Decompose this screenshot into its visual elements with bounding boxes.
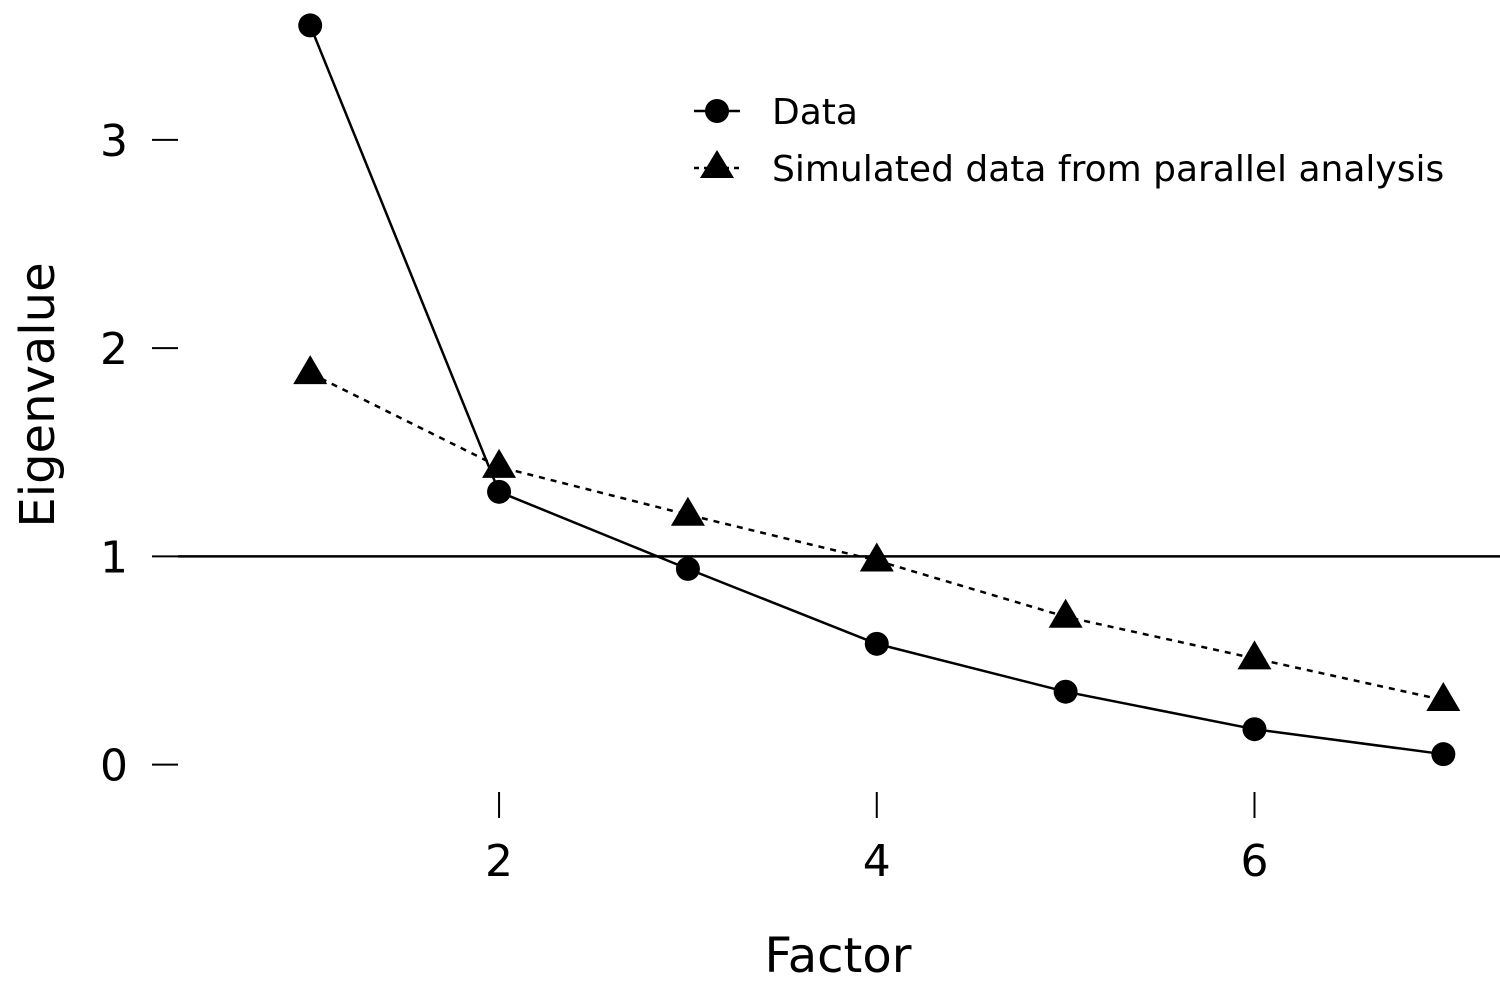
x-tick-label-6: 6 xyxy=(1240,836,1268,887)
y-axis-label: Eigenvalue xyxy=(10,262,66,527)
legend-item-simulated: Simulated data from parallel analysis xyxy=(694,149,1444,190)
point-simulated-7 xyxy=(1426,682,1461,712)
y-tick-label-0: 0 xyxy=(100,741,128,792)
point-data-5 xyxy=(1053,679,1078,704)
x-axis-label: Factor xyxy=(765,928,912,984)
legend-label-data: Data xyxy=(772,92,858,133)
point-simulated-1 xyxy=(293,355,328,385)
y-tick-label-1: 1 xyxy=(100,532,128,583)
point-data-1 xyxy=(298,13,323,38)
point-data-3 xyxy=(675,556,700,581)
legend-triangle-marker-icon xyxy=(700,150,734,178)
point-simulated-5 xyxy=(1048,598,1083,628)
point-data-7 xyxy=(1431,742,1456,767)
legend-circle-marker-icon xyxy=(705,99,729,123)
y-axis: 0 1 2 3 xyxy=(100,116,178,792)
legend: Data Simulated data from parallel analys… xyxy=(694,92,1444,190)
x-axis: 2 4 6 xyxy=(485,792,1268,887)
y-tick-label-3: 3 xyxy=(100,116,128,167)
point-simulated-2 xyxy=(482,448,517,478)
series-layer xyxy=(293,13,1461,767)
y-tick-label-2: 2 xyxy=(100,324,128,375)
x-tick-label-2: 2 xyxy=(485,836,513,887)
point-data-6 xyxy=(1242,717,1267,742)
point-simulated-3 xyxy=(670,496,705,526)
x-tick-label-4: 4 xyxy=(863,836,891,887)
point-data-4 xyxy=(864,631,889,656)
point-simulated-6 xyxy=(1237,640,1272,670)
point-data-2 xyxy=(487,479,512,504)
legend-item-data: Data xyxy=(694,92,858,133)
point-simulated-4 xyxy=(859,542,894,572)
legend-label-simulated: Simulated data from parallel analysis xyxy=(772,149,1444,190)
